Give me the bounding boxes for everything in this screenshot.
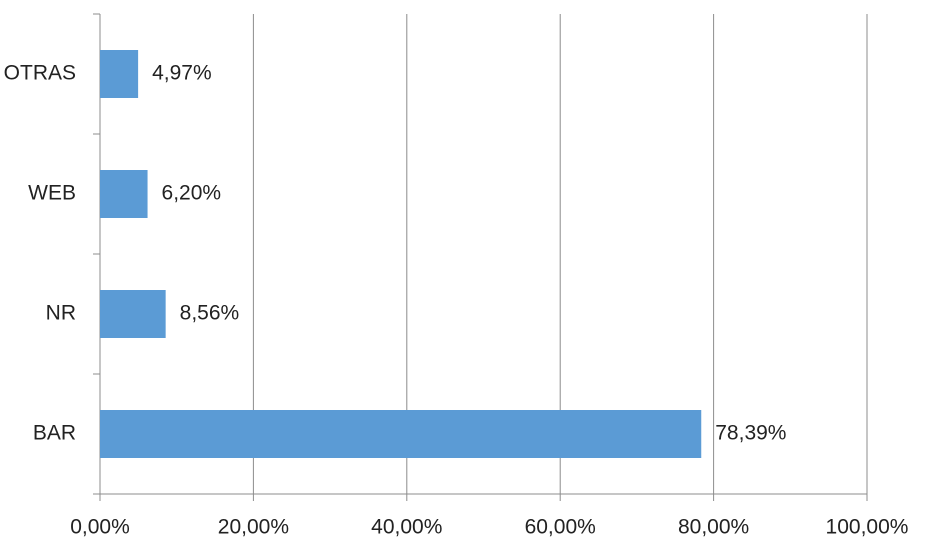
x-tick-label: 40,00% (371, 516, 442, 539)
bar (100, 410, 702, 458)
bar (100, 50, 139, 98)
x-tick-label: 0,00% (70, 516, 130, 539)
x-tick-label: 80,00% (678, 516, 749, 539)
value-label: 8,56% (180, 302, 240, 325)
x-tick-label: 20,00% (218, 516, 289, 539)
y-tick-label: WEB (28, 182, 76, 205)
y-tick-label: NR (46, 302, 76, 325)
value-label: 4,97% (152, 62, 212, 85)
x-tick-label: 60,00% (525, 516, 596, 539)
bar (100, 170, 148, 218)
value-label: 6,20% (162, 182, 222, 205)
y-tick-label: OTRAS (4, 62, 76, 85)
value-label: 78,39% (715, 422, 786, 445)
bar (100, 290, 166, 338)
x-tick-label: 100,00% (826, 516, 909, 539)
y-tick-label: BAR (33, 422, 76, 445)
